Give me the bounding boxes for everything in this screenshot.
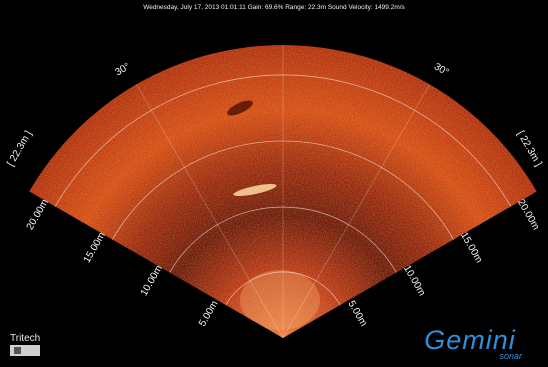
ring-label: 5.00m [345, 299, 368, 329]
angle-label: 30° [113, 61, 132, 78]
range-label: [ 22.3m ] [5, 129, 34, 168]
page: {"header": {"status": "Wednesday, July 1… [0, 0, 548, 362]
angle-label: 30° [432, 61, 451, 78]
ring-label: 20.00m [25, 198, 51, 232]
sonar-display: Wednesday, July 17, 2013 01:01:11 Gain: … [0, 0, 548, 362]
sonar-logo: sonar [499, 351, 523, 361]
ring-label: 15.00m [458, 231, 484, 265]
tritech-logo: Tritech [10, 333, 40, 356]
ring-label: 10.00m [401, 264, 427, 298]
status-bar: Wednesday, July 17, 2013 01:01:11 Gain: … [143, 4, 405, 11]
ring-label: 5.00m [197, 299, 220, 329]
ring-label: 20.00m [515, 198, 541, 232]
tritech-text: Tritech [10, 333, 40, 344]
range-label: [ 22.3m ] [515, 129, 544, 168]
ring-label: 15.00m [82, 231, 108, 265]
ring-label: 10.00m [139, 264, 165, 298]
sonar-texture [0, 40, 548, 340]
